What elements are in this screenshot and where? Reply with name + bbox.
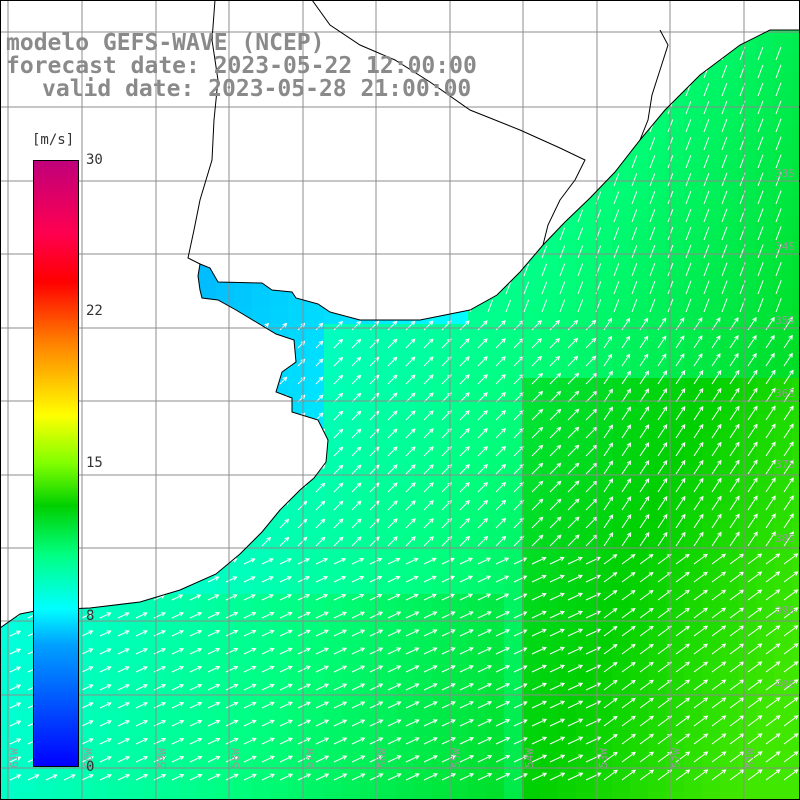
colorbar-tick-15: 15 (86, 455, 103, 471)
lon-label: 57W (303, 748, 316, 768)
longitude-labels: 61W 60W 59W 58W 57W 56W 55W 54W 53W 52W 51W (8, 748, 757, 768)
lat-label: 38S (775, 532, 795, 545)
lon-label: 61W (8, 748, 21, 768)
colorbar-tick-22: 22 (86, 303, 103, 319)
colorbar-tick-0: 0 (86, 759, 95, 775)
colorbar-tick-8: 8 (86, 608, 95, 624)
latitude-labels: 33S 34S 35S 36S 37S 38S 39S 40S (775, 167, 795, 691)
colorbar-unit: [m/s] (32, 132, 75, 148)
land-mass (0, 0, 800, 628)
lon-label: 56W (376, 748, 389, 768)
lat-label: 34S (775, 240, 795, 253)
lon-label: 52W (670, 748, 683, 768)
valid-date: valid date: 2023-05-28 21:00:00 (42, 76, 472, 102)
lon-label: 55W (450, 748, 463, 768)
lon-label: 54W (523, 748, 536, 768)
lat-label: 33S (775, 167, 795, 180)
lon-label: 53W (597, 748, 610, 768)
coastline (0, 29, 800, 629)
lon-label: 51W (744, 748, 757, 768)
model-title: modelo GEFS-WAVE (NCEP) (6, 30, 325, 56)
lon-label: 60W (82, 748, 95, 768)
lat-label: 40S (775, 678, 795, 691)
lat-label: 36S (775, 387, 795, 400)
forecast-date: forecast date: 2023-05-22 12:00:00 (6, 53, 477, 79)
border-lines (187, 0, 669, 265)
colorbar-tick-30: 30 (86, 152, 103, 168)
lon-label: 59W (156, 748, 169, 768)
lat-label: 35S (775, 314, 795, 327)
colorbar (33, 160, 79, 767)
lat-label: 39S (775, 604, 795, 617)
lat-label: 37S (775, 458, 795, 471)
lon-label: 58W (229, 748, 242, 768)
